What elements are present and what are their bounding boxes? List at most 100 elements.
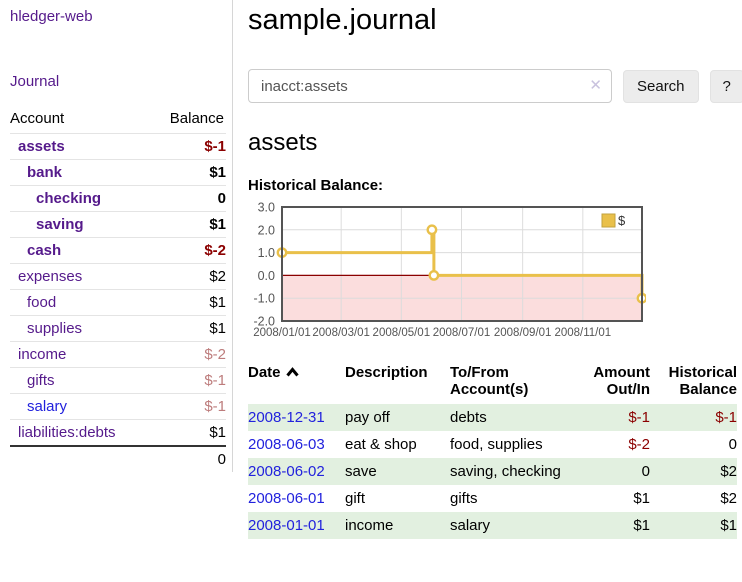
svg-text:2.0: 2.0 [258, 223, 275, 237]
svg-text:-1.0: -1.0 [253, 292, 275, 306]
column-header-amount: Amount Out/In [593, 364, 650, 398]
account-row: expenses $2 [10, 263, 226, 290]
transaction-balance: $2 [720, 463, 737, 480]
transaction-balance: $-1 [715, 409, 737, 426]
transaction-description: pay off [345, 409, 390, 426]
transaction-row: 2008-01-01 income salary $1 $1 [248, 512, 737, 539]
account-link-saving[interactable]: saving [36, 216, 84, 233]
transaction-balance: $1 [720, 517, 737, 534]
account-row: income $-2 [10, 341, 226, 368]
account-link-assets[interactable]: assets [18, 138, 65, 155]
account-link-gifts[interactable]: gifts [27, 372, 55, 389]
transaction-row: 2008-06-01 gift gifts $1 $2 [248, 485, 737, 512]
transaction-date-link[interactable]: 2008-06-02 [248, 463, 325, 480]
svg-text:1.0: 1.0 [258, 246, 275, 260]
transaction-accounts: salary [450, 517, 491, 534]
column-header-balance: Historical Balance [668, 364, 737, 398]
account-row: supplies $1 [10, 315, 226, 342]
column-header-date[interactable]: Date [248, 362, 345, 404]
column-header-description: Description [345, 364, 428, 381]
account-balance: $1 [209, 424, 226, 441]
accounts-header-balance: Balance [169, 110, 224, 127]
transaction-date-link[interactable]: 2008-12-31 [248, 409, 325, 426]
account-row: bank $1 [10, 159, 226, 186]
accounts-header-account: Account [10, 110, 65, 127]
transaction-date-link[interactable]: 2008-06-01 [248, 490, 325, 507]
account-balance: $1 [209, 164, 226, 181]
svg-text:2008/01/01: 2008/01/01 [253, 327, 311, 339]
account-balance: $1 [209, 294, 226, 311]
transaction-balance: 0 [728, 436, 737, 453]
accounts-table: Account Balance assets $-1 bank $1 checking 0… [10, 106, 226, 472]
app-title-link[interactable]: hledger-web [10, 8, 93, 25]
search-input[interactable] [248, 69, 612, 103]
sort-ascending-icon [285, 367, 299, 377]
account-balance: $-2 [204, 242, 226, 259]
account-link-expenses[interactable]: expenses [18, 268, 83, 285]
chart-title: Historical Balance: [248, 177, 384, 194]
svg-text:2008/09/01: 2008/09/01 [494, 327, 552, 339]
accounts-header-row: Account Balance [10, 106, 226, 134]
svg-text:2008/07/01: 2008/07/01 [433, 327, 491, 339]
transaction-description: income [345, 517, 394, 534]
svg-text:2008/05/01: 2008/05/01 [373, 327, 431, 339]
transaction-amount: $-2 [628, 436, 650, 453]
account-link-cash[interactable]: cash [27, 242, 62, 259]
search-button[interactable]: Search [623, 69, 699, 103]
transactions-header-row: Date Description To/From Account(s) Amou… [248, 362, 737, 404]
account-link-supplies[interactable]: supplies [27, 320, 83, 337]
help-button[interactable]: ? [709, 69, 742, 103]
svg-text:3.0: 3.0 [258, 202, 275, 215]
account-balance: $-2 [204, 346, 226, 363]
svg-text:2008/03/01: 2008/03/01 [312, 327, 370, 339]
accounts-total-row: 0 [10, 446, 226, 472]
transaction-row: 2008-06-02 save saving, checking 0 $2 [248, 458, 737, 485]
column-header-accounts: To/From Account(s) [450, 364, 529, 398]
transaction-date-link[interactable]: 2008-06-03 [248, 436, 325, 453]
transaction-accounts: saving, checking [450, 463, 561, 480]
account-row: gifts $-1 [10, 367, 226, 394]
account-balance: $2 [209, 268, 226, 285]
svg-text:$: $ [618, 213, 626, 228]
account-link-income[interactable]: income [18, 346, 67, 363]
account-link-liabilities-debts[interactable]: liabilities:debts [18, 424, 116, 441]
account-balance: 0 [217, 190, 226, 207]
account-link-salary[interactable]: salary [27, 398, 68, 415]
sidebar-item-journal[interactable]: Journal [10, 73, 60, 90]
account-row: food $1 [10, 289, 226, 316]
transaction-row: 2008-06-03 eat & shop food, supplies $-2 0 [248, 431, 737, 458]
account-balance: $1 [209, 216, 226, 233]
page-title: sample.journal [248, 4, 437, 36]
clear-search-icon[interactable]: ✕ [589, 77, 602, 94]
svg-text:-2.0: -2.0 [253, 315, 275, 329]
transaction-amount: $1 [633, 517, 650, 534]
transaction-description: save [345, 463, 377, 480]
account-link-bank[interactable]: bank [27, 164, 63, 181]
account-row: cash $-2 [10, 237, 226, 264]
transaction-accounts: debts [450, 409, 487, 426]
transaction-amount: $-1 [628, 409, 650, 426]
account-row: liabilities:debts $1 [10, 419, 226, 447]
transaction-description: eat & shop [345, 436, 417, 453]
svg-text:2008/11/01: 2008/11/01 [554, 327, 611, 339]
svg-text:0.0: 0.0 [258, 269, 275, 283]
accounts-total-balance: 0 [217, 451, 226, 468]
account-row: checking 0 [10, 185, 226, 212]
account-balance: $1 [209, 320, 226, 337]
transaction-accounts: gifts [450, 490, 478, 507]
transaction-date-link[interactable]: 2008-01-01 [248, 517, 325, 534]
transaction-amount: 0 [641, 463, 650, 480]
account-row: assets $-1 [10, 133, 226, 160]
transaction-row: 2008-12-31 pay off debts $-1 $-1 [248, 404, 737, 431]
transaction-description: gift [345, 490, 366, 507]
search-bar: ✕ Search ? [248, 69, 742, 103]
account-link-food[interactable]: food [27, 294, 57, 311]
account-row: salary $-1 [10, 393, 226, 420]
transactions-table: Date Description To/From Account(s) Amou… [248, 362, 737, 539]
account-link-checking[interactable]: checking [36, 190, 102, 207]
sidebar: hledger-web Journal Account Balance asse… [0, 0, 233, 472]
page: hledger-web Journal Account Balance asse… [0, 0, 742, 539]
transaction-balance: $2 [720, 490, 737, 507]
transaction-accounts: food, supplies [450, 436, 543, 453]
